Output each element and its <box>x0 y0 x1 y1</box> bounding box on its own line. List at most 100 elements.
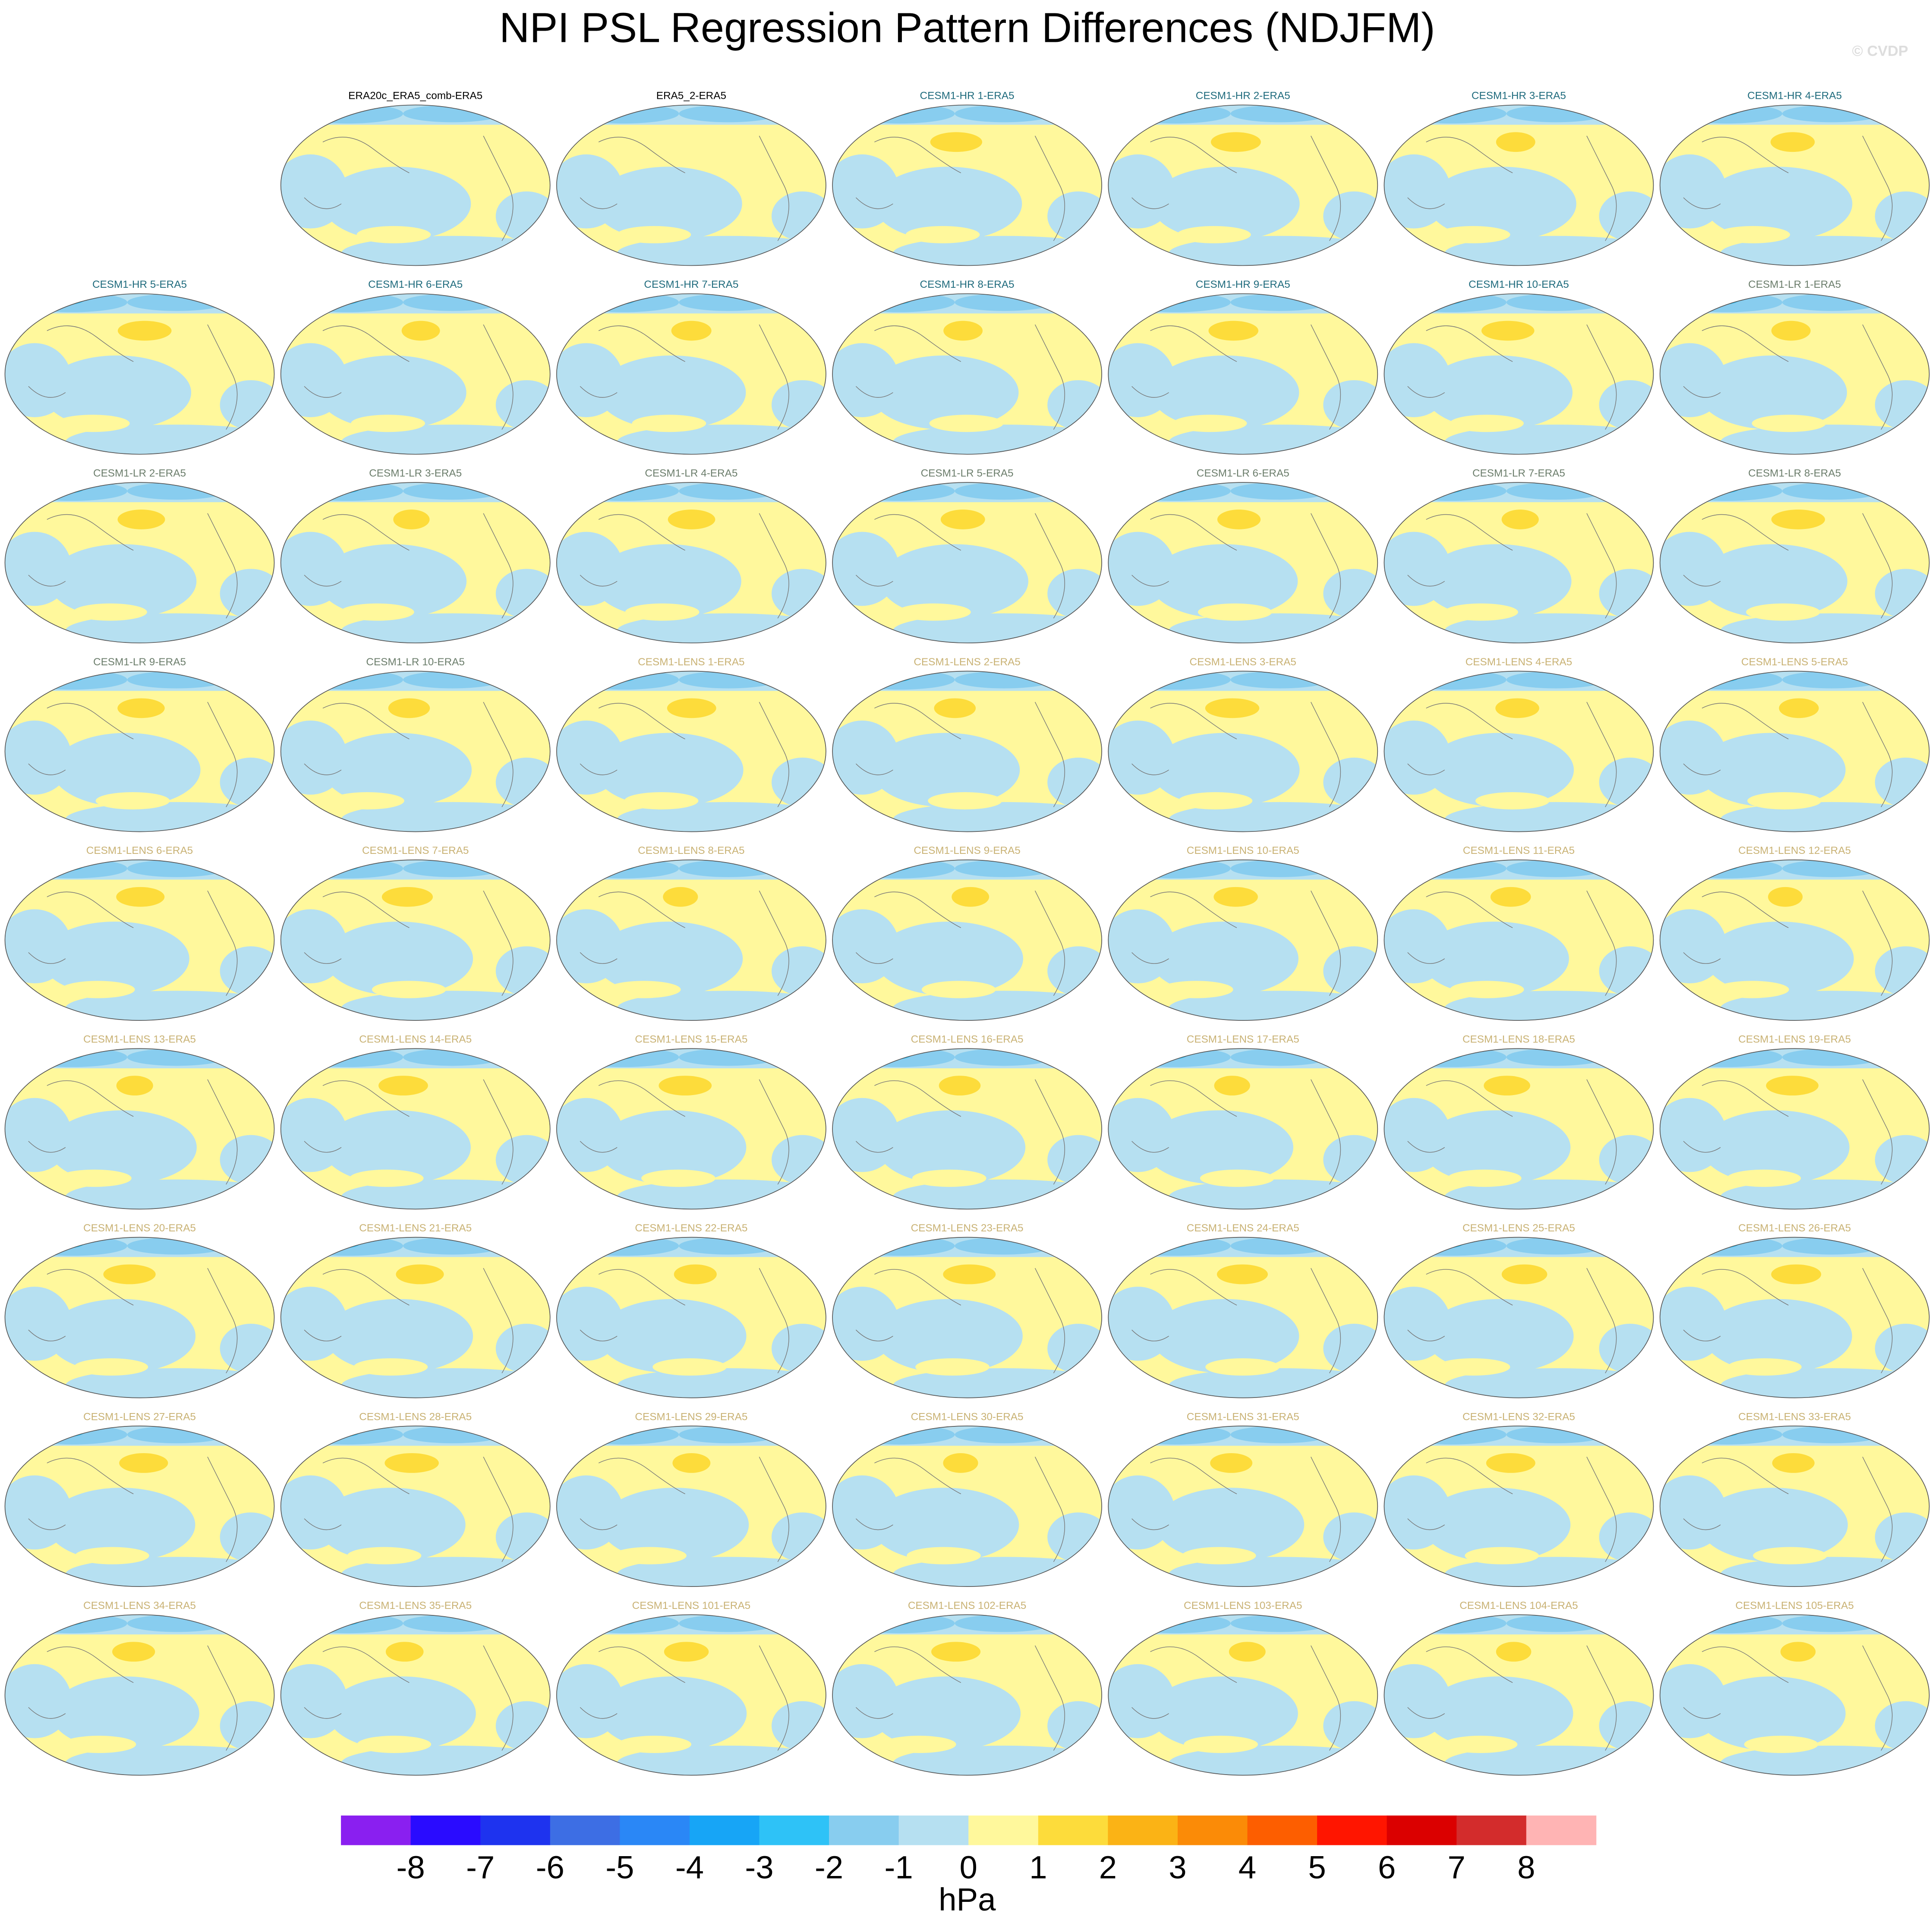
map-outline <box>832 1614 1102 1776</box>
negative-region <box>598 1676 747 1751</box>
positive-region <box>1208 321 1259 341</box>
colorbar-unit: hPa <box>939 1882 996 1917</box>
map-outline <box>556 1048 826 1210</box>
panel-label: CESM1-LENS 1-ERA5 <box>638 656 744 668</box>
panel-label: CESM1-LENS 104-ERA5 <box>1459 1600 1578 1612</box>
colorbar-tick-label: -8 <box>397 1849 425 1885</box>
panel-label: CESM1-LR 10-ERA5 <box>366 656 464 668</box>
negative-region <box>281 532 348 606</box>
colorbar-box <box>1317 1815 1387 1845</box>
positive-region <box>1501 1264 1547 1284</box>
map-outline <box>1659 482 1930 644</box>
negative-region <box>556 343 624 417</box>
positive-region <box>930 132 983 152</box>
coastline <box>304 324 514 430</box>
negative-region <box>556 909 624 984</box>
positive-region <box>401 321 440 341</box>
colorbar-box <box>1108 1815 1178 1845</box>
panel-label: CESM1-LENS 10-ERA5 <box>1187 845 1299 856</box>
panel-label: CESM1-LR 3-ERA5 <box>369 467 462 479</box>
colorbar-tick-label: 5 <box>1308 1849 1326 1885</box>
negative-region <box>1150 355 1299 430</box>
positive-region <box>1771 510 1825 529</box>
positive-region <box>606 981 681 998</box>
watermark: © CVDP <box>1852 43 1908 59</box>
positive-region <box>381 887 433 907</box>
negative-region <box>832 1664 899 1738</box>
positive-region <box>1496 1642 1532 1662</box>
positive-region <box>939 1076 981 1096</box>
map-field <box>1660 105 1929 266</box>
panel-label: CESM1-LENS 23-ERA5 <box>911 1222 1024 1234</box>
positive-region <box>1768 887 1803 907</box>
panel-label: CESM1-LENS 15-ERA5 <box>635 1034 747 1045</box>
negative-region <box>1660 1664 1727 1738</box>
map-outline <box>832 293 1102 455</box>
coastline <box>304 702 514 807</box>
positive-region <box>1727 1358 1802 1376</box>
map-panel: CESM1-LENS 3-ERA5 <box>1108 656 1378 832</box>
negative-region <box>832 154 899 229</box>
negative-region <box>556 1287 624 1361</box>
positive-region <box>340 603 414 621</box>
map-field <box>556 105 826 266</box>
panel-label: CESM1-LENS 9-ERA5 <box>914 845 1020 856</box>
coastline <box>1407 1457 1617 1562</box>
map-outline <box>280 1237 551 1398</box>
coastline <box>580 1645 789 1751</box>
coastline <box>1683 891 1893 996</box>
map-outline <box>832 1426 1102 1587</box>
negative-region <box>1108 1475 1175 1550</box>
positive-region <box>1436 1358 1510 1376</box>
negative-region <box>1384 720 1451 795</box>
colorbar-tick-label: 6 <box>1378 1849 1396 1885</box>
negative-region <box>1660 720 1727 795</box>
map-outline <box>1384 1237 1654 1398</box>
panel-label: CESM1-LR 2-ERA5 <box>93 467 186 479</box>
coastline <box>1407 513 1617 619</box>
negative-region <box>1660 154 1727 229</box>
panel-label: CESM1-LENS 7-ERA5 <box>362 845 469 856</box>
positive-region <box>1727 1169 1801 1187</box>
map-outline <box>832 670 1102 832</box>
positive-region <box>349 1169 424 1187</box>
negative-region <box>1704 167 1853 241</box>
positive-region <box>1495 698 1539 718</box>
positive-region <box>1481 321 1535 341</box>
colorbar-tick-label: -3 <box>745 1849 773 1885</box>
map-outline <box>1659 670 1930 832</box>
negative-region <box>41 921 189 996</box>
positive-region <box>353 1358 428 1376</box>
panel-label: CESM1-LENS 4-ERA5 <box>1466 656 1572 668</box>
negative-region <box>1425 733 1574 807</box>
positive-region <box>1217 510 1261 529</box>
map-outline <box>1384 1048 1654 1210</box>
map-outline <box>1384 1426 1654 1587</box>
positive-region <box>1210 1453 1253 1473</box>
panel-label: CESM1-LENS 28-ERA5 <box>359 1411 472 1423</box>
panel-label: CESM1-HR 7-ERA5 <box>644 279 738 290</box>
map-panel: CESM1-HR 4-ERA5 <box>1659 90 1930 266</box>
negative-region <box>1108 343 1175 417</box>
negative-region <box>1149 544 1298 618</box>
negative-region <box>880 544 1028 618</box>
positive-region <box>663 887 698 907</box>
panel-label: CESM1-HR 3-ERA5 <box>1472 90 1566 102</box>
positive-region <box>1747 792 1822 810</box>
positive-region <box>393 510 430 529</box>
negative-region <box>1697 1676 1846 1751</box>
map-field <box>832 293 1102 454</box>
positive-region <box>952 887 990 907</box>
panel-label: CESM1-LR 9-ERA5 <box>93 656 186 668</box>
positive-region <box>928 792 1002 810</box>
coastline <box>1683 1079 1893 1185</box>
positive-region <box>1496 132 1535 152</box>
positive-region <box>1490 887 1531 907</box>
negative-region <box>1384 1098 1451 1172</box>
positive-region <box>1447 1169 1522 1187</box>
coastline <box>304 513 514 619</box>
positive-region <box>1443 1735 1518 1753</box>
panel-label: CESM1-LENS 26-ERA5 <box>1738 1222 1851 1234</box>
positive-region <box>882 1735 956 1753</box>
